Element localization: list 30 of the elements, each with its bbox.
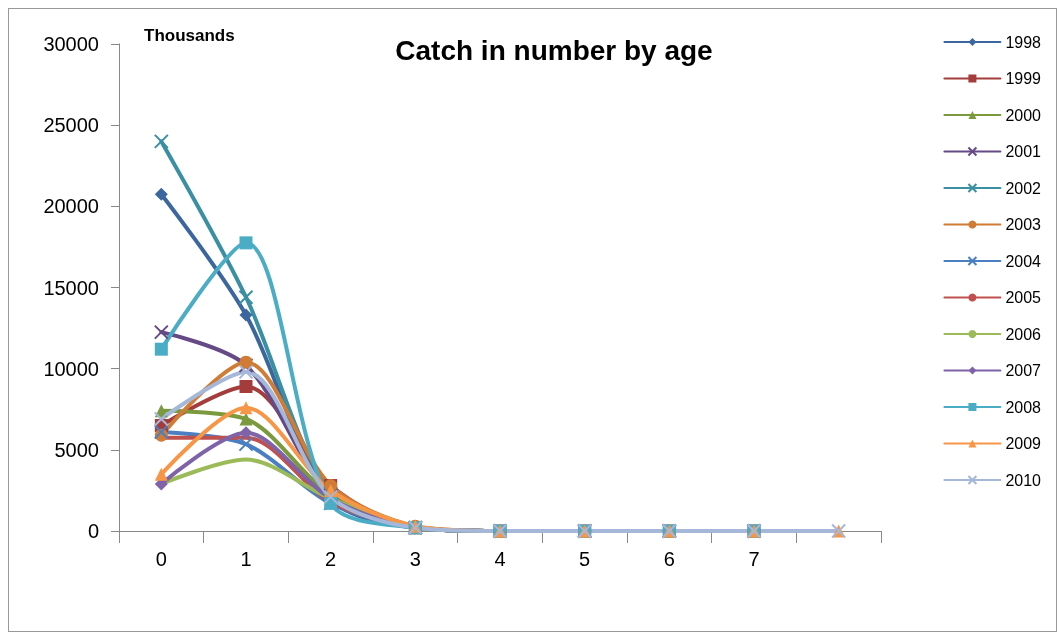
y-tick-label: 10000 bbox=[43, 357, 99, 380]
chart-title: Catch in number by age bbox=[395, 34, 713, 66]
legend-label: 2002 bbox=[1005, 179, 1042, 197]
legend-label: 2010 bbox=[1005, 471, 1042, 489]
legend-label: 1999 bbox=[1005, 70, 1042, 87]
y-tick-label: 30000 bbox=[43, 33, 99, 55]
x-tick-label: 7 bbox=[748, 548, 760, 570]
y-tick-label: 15000 bbox=[43, 276, 99, 299]
legend-label: 1998 bbox=[1005, 33, 1042, 51]
legend-label: 2009 bbox=[1005, 435, 1042, 452]
legend-label: 2001 bbox=[1005, 143, 1042, 160]
y-axis-title: Thousands bbox=[144, 26, 235, 45]
legend-label: 2005 bbox=[1005, 289, 1042, 306]
x-tick-label: 3 bbox=[409, 548, 421, 570]
x-tick-label: 1 bbox=[240, 548, 252, 570]
legend-label: 2000 bbox=[1005, 106, 1042, 124]
y-tick-label: 20000 bbox=[43, 195, 99, 218]
y-tick-label: 5000 bbox=[54, 438, 99, 461]
legend-label: 2007 bbox=[1005, 362, 1042, 379]
legend-label: 2004 bbox=[1005, 252, 1042, 270]
legend-label: 2006 bbox=[1005, 325, 1042, 343]
legend-label: 2003 bbox=[1005, 216, 1042, 233]
legend-label: 2008 bbox=[1005, 398, 1042, 416]
y-tick-label: 25000 bbox=[43, 114, 99, 137]
x-tick-label: 0 bbox=[155, 548, 167, 570]
x-tick-label: 6 bbox=[663, 548, 675, 570]
x-tick-label: 4 bbox=[494, 548, 506, 570]
x-tick-label: 2 bbox=[325, 548, 337, 570]
x-tick-label: 5 bbox=[579, 548, 591, 570]
y-tick-label: 0 bbox=[87, 520, 99, 542]
